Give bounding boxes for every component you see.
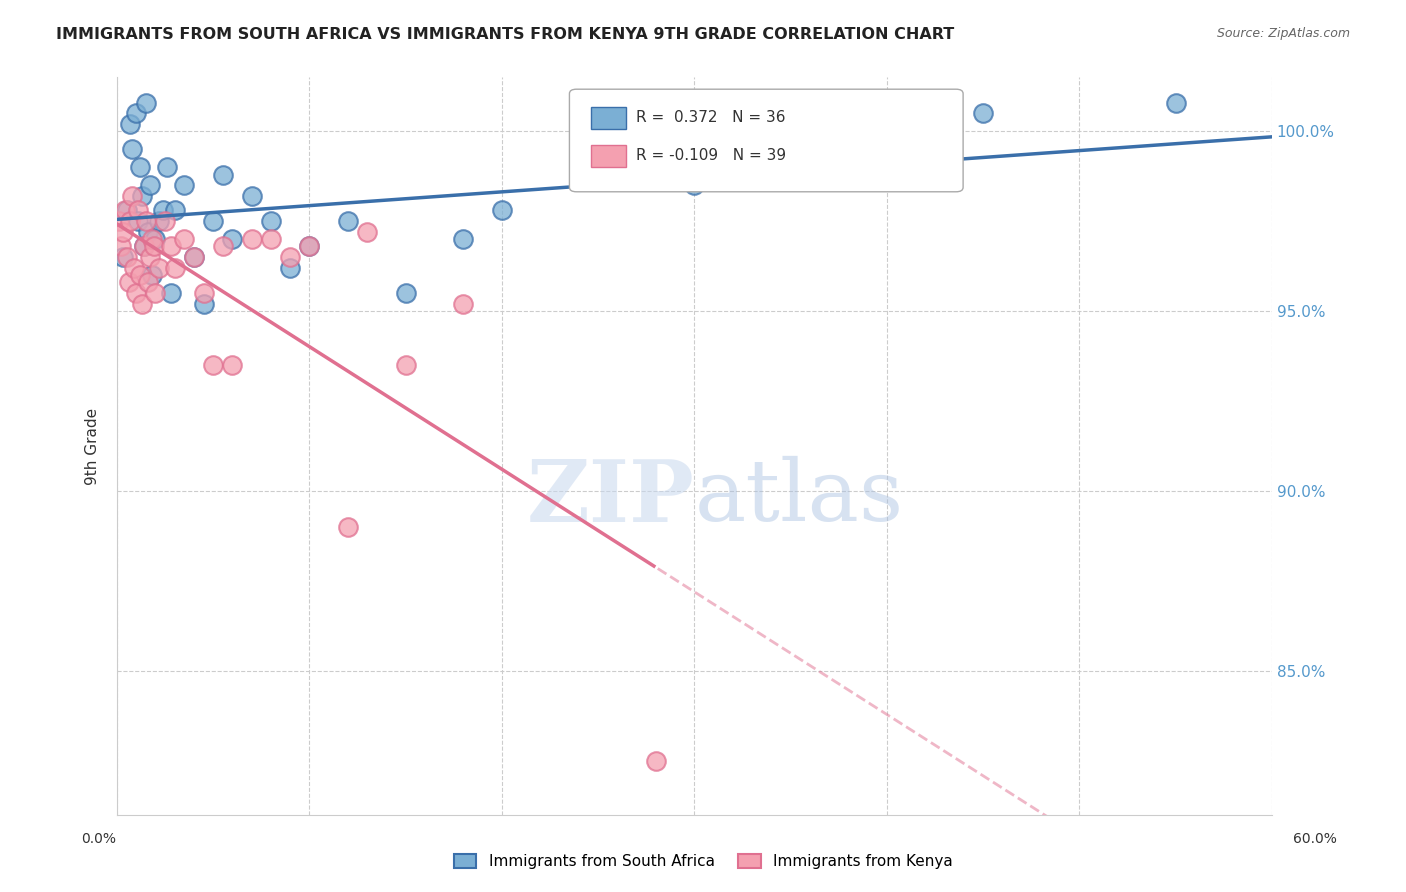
Point	[148, 260, 170, 275]
Point	[193, 286, 215, 301]
Point	[131, 189, 153, 203]
Point	[125, 286, 148, 301]
Point	[336, 520, 359, 534]
Point	[111, 250, 134, 264]
Point	[138, 178, 160, 193]
Point	[453, 232, 475, 246]
Text: atlas: atlas	[695, 456, 904, 539]
Point	[129, 268, 152, 283]
Point	[132, 239, 155, 253]
Point	[135, 95, 157, 110]
Y-axis label: 9th Grade: 9th Grade	[86, 408, 100, 484]
Point	[260, 232, 283, 246]
Text: 60.0%: 60.0%	[1292, 832, 1337, 846]
Point	[115, 250, 138, 264]
Point	[108, 214, 131, 228]
Point	[152, 203, 174, 218]
Point	[221, 358, 243, 372]
Point	[132, 239, 155, 253]
Point	[121, 142, 143, 156]
Point	[193, 297, 215, 311]
Point	[129, 161, 152, 175]
Point	[211, 239, 233, 253]
Point	[972, 106, 994, 120]
Point	[145, 232, 167, 246]
Text: ZIP: ZIP	[527, 456, 695, 540]
Point	[240, 232, 263, 246]
Point	[125, 106, 148, 120]
Text: Source: ZipAtlas.com: Source: ZipAtlas.com	[1216, 27, 1350, 40]
Point	[160, 239, 183, 253]
Point	[278, 250, 301, 264]
Point	[127, 203, 149, 218]
Point	[395, 358, 418, 372]
Point	[211, 168, 233, 182]
Point	[202, 214, 225, 228]
Point	[163, 203, 186, 218]
Point	[131, 297, 153, 311]
Point	[121, 189, 143, 203]
Point	[173, 232, 195, 246]
Point	[202, 358, 225, 372]
Point	[127, 214, 149, 228]
Point	[645, 754, 668, 768]
Point	[395, 286, 418, 301]
Text: 0.0%: 0.0%	[82, 832, 115, 846]
Legend: Immigrants from South Africa, Immigrants from Kenya: Immigrants from South Africa, Immigrants…	[447, 848, 959, 875]
Text: IMMIGRANTS FROM SOUTH AFRICA VS IMMIGRANTS FROM KENYA 9TH GRADE CORRELATION CHAR: IMMIGRANTS FROM SOUTH AFRICA VS IMMIGRAN…	[56, 27, 955, 42]
Point	[336, 214, 359, 228]
Point	[173, 178, 195, 193]
Point	[114, 203, 136, 218]
Point	[135, 214, 157, 228]
Point	[138, 250, 160, 264]
Point	[298, 239, 321, 253]
Point	[153, 214, 176, 228]
Point	[141, 268, 163, 283]
Point	[110, 239, 132, 253]
Point	[120, 117, 142, 131]
Point	[278, 260, 301, 275]
Point	[142, 239, 165, 253]
Point	[141, 232, 163, 246]
Point	[117, 276, 139, 290]
Point	[120, 214, 142, 228]
Point	[115, 203, 138, 218]
Point	[145, 286, 167, 301]
Point	[298, 239, 321, 253]
Point	[491, 203, 513, 218]
Text: R =  0.372   N = 36: R = 0.372 N = 36	[636, 111, 785, 125]
Point	[124, 260, 146, 275]
Point	[240, 189, 263, 203]
Point	[260, 214, 283, 228]
Text: R = -0.109   N = 39: R = -0.109 N = 39	[636, 148, 786, 162]
Point	[136, 225, 159, 239]
Point	[111, 225, 134, 239]
Point	[683, 178, 706, 193]
Point	[156, 161, 179, 175]
Point	[163, 260, 186, 275]
Point	[183, 250, 205, 264]
Point	[453, 297, 475, 311]
Point	[160, 286, 183, 301]
Point	[356, 225, 378, 239]
Point	[136, 276, 159, 290]
Point	[1164, 95, 1187, 110]
Point	[148, 214, 170, 228]
Point	[221, 232, 243, 246]
Point	[183, 250, 205, 264]
